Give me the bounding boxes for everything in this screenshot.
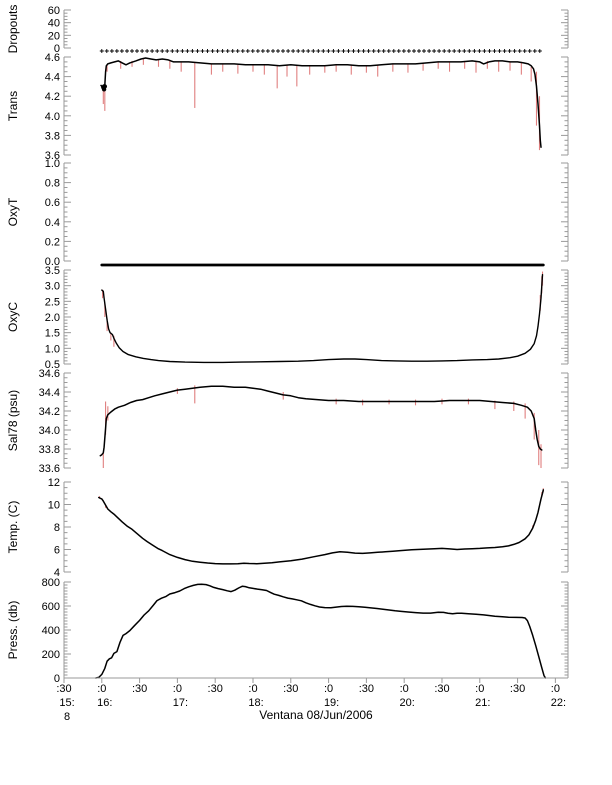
ylabel-oxyc: OxyC bbox=[6, 302, 20, 332]
panel-press: 0 200 400 600 800 Press. (db) bbox=[6, 577, 569, 685]
xtick-minute-label: :0 bbox=[400, 683, 409, 695]
ytick-label-press: 200 bbox=[42, 649, 60, 661]
ytick-label-press: 400 bbox=[42, 625, 60, 637]
ytick-label-sal78: 34.2 bbox=[39, 406, 60, 418]
xtick-minute-label: :30 bbox=[208, 683, 223, 695]
ytick-label-press: 0 bbox=[54, 673, 60, 685]
ytick-label-trans: 4.0 bbox=[45, 111, 60, 123]
panel-trans: 3.6 3.8 4.0 4.2 4.4 4.6 Trans bbox=[6, 52, 569, 162]
ylabel-dropouts: Dropouts bbox=[6, 5, 20, 54]
ytick-label-oxyt: 0.2 bbox=[45, 236, 60, 248]
xtick-hour-label: 22: bbox=[551, 697, 566, 709]
ytick-label-dropouts: 40 bbox=[48, 18, 60, 30]
xtick-minute-label: :30 bbox=[510, 683, 525, 695]
xtick-sub-label: 8 bbox=[64, 711, 70, 723]
plus-markers-dropouts bbox=[99, 49, 542, 53]
ytick-label-trans: 3.8 bbox=[45, 130, 60, 142]
ytick-label-sal78: 33.6 bbox=[39, 463, 60, 475]
ytick-label-press: 600 bbox=[42, 601, 60, 613]
data-line-temp bbox=[98, 489, 545, 565]
time-axis: :30 15: 8 :0 16: :30 :0 17: :30 :0 18: :30 :0 19: :30:… bbox=[56, 677, 568, 723]
ytick-label-oxyc: 2.0 bbox=[45, 312, 60, 324]
ytick-label-oxyc: 3.0 bbox=[45, 281, 60, 293]
ytick-label-temp: 8 bbox=[54, 522, 60, 534]
panel-sal78: 33.6 33.8 34.0 34.2 34.4 34.6 Sal78 (psu) bbox=[6, 368, 569, 475]
ytick-label-oxyt: 0.0 bbox=[45, 256, 60, 268]
ytick-label-oxyt: 0.4 bbox=[45, 217, 60, 229]
xtick-minute-label: :30 bbox=[132, 683, 147, 695]
ytick-label-oxyc: 1.0 bbox=[45, 343, 60, 355]
ytick-label-trans: 3.6 bbox=[45, 150, 60, 162]
xtick-minute-label: :0 bbox=[551, 683, 560, 695]
xtick-minute-label: :30 bbox=[359, 683, 374, 695]
xtick-hour-label: 15: bbox=[59, 697, 74, 709]
ytick-label-sal78: 34.0 bbox=[39, 425, 60, 437]
ytick-label-temp: 4 bbox=[54, 567, 60, 579]
xtick-hour-label: 18: bbox=[248, 697, 263, 709]
ytick-label-trans: 4.4 bbox=[45, 72, 60, 84]
ytick-label-press: 800 bbox=[42, 577, 60, 589]
ytick-label-trans: 4.2 bbox=[45, 91, 60, 103]
xtick-hour-label: 17: bbox=[173, 697, 188, 709]
xtick-minute-label: :0 bbox=[324, 683, 333, 695]
ytick-label-oxyc: 2.5 bbox=[45, 296, 60, 308]
ytick-label-sal78: 33.8 bbox=[39, 444, 60, 456]
ylabel-oxyt: OxyT bbox=[6, 197, 20, 226]
ytick-label-trans: 4.6 bbox=[45, 52, 60, 64]
xtick-minute-label: :30 bbox=[283, 683, 298, 695]
ytick-label-oxyc: 0.5 bbox=[45, 359, 60, 371]
panel-oxyc: 0.5 1.0 1.5 2.0 2.5 3.0 3.5 OxyC bbox=[6, 265, 569, 371]
xtick-minute-label: :0 bbox=[97, 683, 106, 695]
ylabel-sal78: Sal78 (psu) bbox=[6, 390, 20, 451]
xtick-hour-label: 16: bbox=[97, 697, 112, 709]
xtick-minute-label: :0 bbox=[173, 683, 182, 695]
ytick-label-sal78: 34.4 bbox=[39, 387, 60, 399]
ytick-label-temp: 6 bbox=[54, 545, 60, 557]
ytick-label-sal78: 34.6 bbox=[39, 368, 60, 380]
xtick-hour-label: 21: bbox=[475, 697, 490, 709]
ytick-label-oxyt: 0.6 bbox=[45, 197, 60, 209]
panel-temp: 4 6 8 10 12 Temp. (C) bbox=[6, 477, 569, 579]
xtick-minute-label: :30 bbox=[56, 683, 71, 695]
xtick-hour-label: 20: bbox=[400, 697, 415, 709]
xtick-minute-label: :30 bbox=[434, 683, 449, 695]
ylabel-trans: Trans bbox=[6, 91, 20, 121]
xtick-minute-label: :0 bbox=[248, 683, 257, 695]
ytick-label-oxyc: 1.5 bbox=[45, 328, 60, 340]
ytick-label-oxyt: 1.0 bbox=[45, 158, 60, 170]
ytick-label-dropouts: 0 bbox=[54, 43, 60, 55]
ylabel-press: Press. (db) bbox=[6, 601, 20, 660]
data-line-trans bbox=[100, 57, 542, 148]
ytick-label-dropouts: 60 bbox=[48, 5, 60, 17]
ytick-label-temp: 10 bbox=[48, 500, 60, 512]
panel-oxyt: 0.0 0.2 0.4 0.6 0.8 1.0 OxyT bbox=[6, 158, 569, 268]
ytick-label-dropouts: 20 bbox=[48, 30, 60, 42]
ytick-label-temp: 12 bbox=[48, 477, 60, 489]
data-line-press bbox=[95, 583, 547, 679]
data-line-oxyc bbox=[101, 274, 544, 364]
data-line-sal78 bbox=[99, 385, 543, 457]
xtick-minute-label: :0 bbox=[475, 683, 484, 695]
plot-title: Ventana 08/Jun/2006 bbox=[259, 708, 373, 722]
ytick-label-oxyt: 0.8 bbox=[45, 178, 60, 190]
xtick-hour-label: 19: bbox=[324, 697, 339, 709]
ytick-label-oxyc: 3.5 bbox=[45, 265, 60, 277]
ylabel-temp: Temp. (C) bbox=[6, 501, 20, 554]
